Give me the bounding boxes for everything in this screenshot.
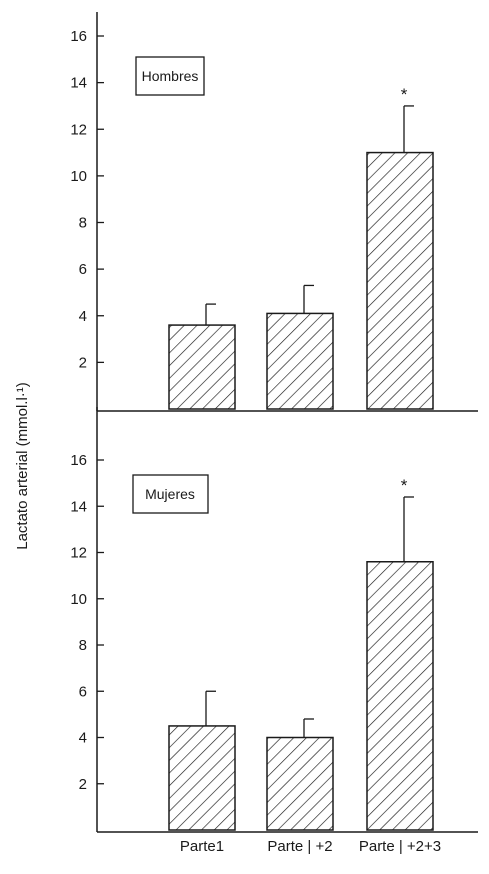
- y-tick-label: 2: [79, 354, 87, 371]
- bar: [168, 324, 236, 410]
- y-tick-label: 4: [79, 730, 87, 747]
- y-tick-label: 8: [79, 637, 87, 654]
- y-tick-label: 4: [79, 308, 87, 325]
- bar: [366, 561, 434, 831]
- chart-panel-hombres: 2 4 6 8 10 12 14 16 * Hombres: [70, 12, 478, 412]
- y-tick-label: 6: [79, 683, 87, 700]
- bar: [366, 151, 434, 410]
- bar: [266, 736, 334, 831]
- legend-label: Mujeres: [145, 486, 195, 502]
- y-tick-label: 16: [70, 452, 87, 469]
- x-category-labels: Parte1 Parte | +2 Parte | +2+3: [180, 838, 441, 855]
- x-tick-label: Parte | +2: [267, 838, 332, 855]
- x-tick-label: Parte | +2+3: [359, 838, 441, 855]
- legend-label: Hombres: [142, 68, 199, 84]
- bar: [168, 725, 236, 831]
- y-tick-label: 16: [70, 28, 87, 45]
- y-tick-label: 14: [70, 75, 87, 92]
- legend-box: [132, 474, 209, 514]
- y-tick-label: 2: [79, 776, 87, 793]
- chart-panel-mujeres: 2 4 6 8 10 12 14 16 * Mujeres: [70, 407, 478, 833]
- y-tick-label: 8: [79, 215, 87, 232]
- y-tick-label: 12: [70, 545, 87, 562]
- bar: [266, 312, 334, 410]
- legend-box: [135, 56, 205, 96]
- x-tick-label: Parte1: [180, 838, 224, 855]
- y-axis-label: Lactato arterial (mmol.l·¹): [14, 382, 31, 550]
- y-tick-label: 10: [70, 168, 87, 185]
- significance-marker: *: [401, 85, 408, 104]
- y-tick-label: 14: [70, 498, 87, 515]
- significance-marker: *: [401, 476, 408, 495]
- y-tick-label: 10: [70, 591, 87, 608]
- y-tick-label: 6: [79, 261, 87, 278]
- y-tick-label: 12: [70, 121, 87, 138]
